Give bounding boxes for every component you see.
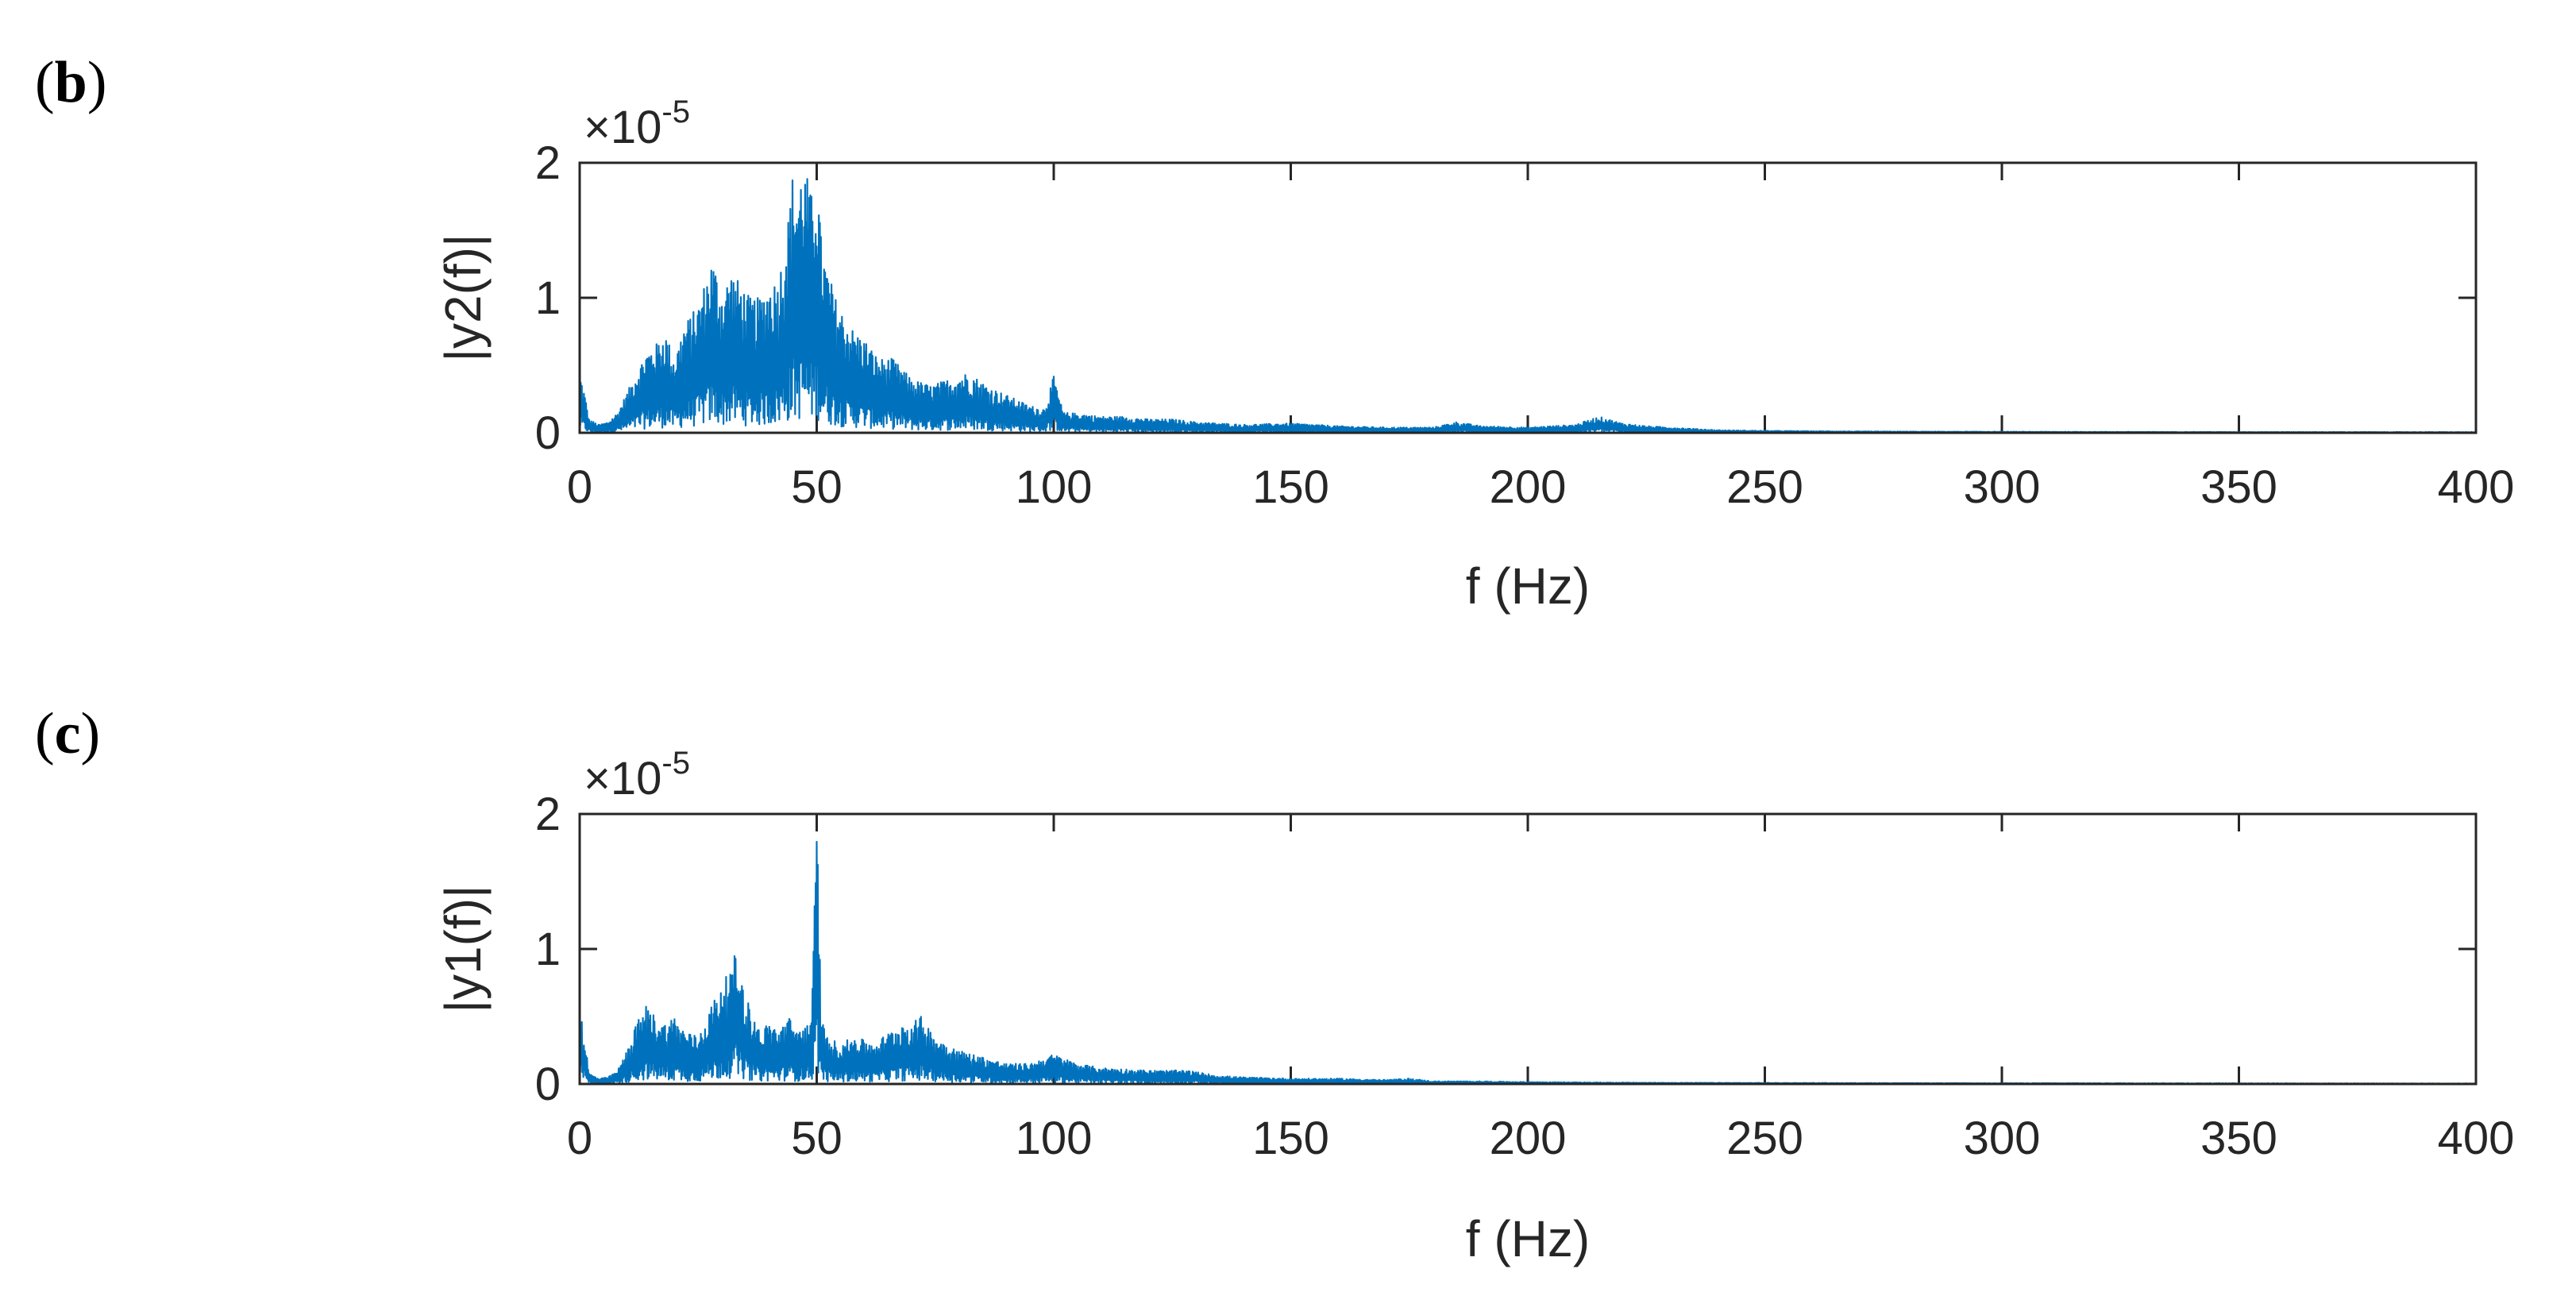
panel-c-label: (c) bbox=[35, 701, 100, 766]
panel-c-axes-frame bbox=[578, 812, 2478, 1086]
panel-b-xtick-label-50: 50 bbox=[791, 461, 843, 513]
panel-b-xtick-label-400: 400 bbox=[2438, 461, 2515, 513]
panel-b-xtick-label-0: 0 bbox=[567, 461, 592, 513]
panel-c-xtick-label-0: 0 bbox=[567, 1113, 592, 1164]
panel-b-xtick-label-200: 200 bbox=[1490, 461, 1567, 513]
panel-c-letter: c bbox=[55, 701, 81, 766]
panel-c-y-scale-base: ×10 bbox=[584, 753, 661, 804]
panel-c-xtick-label-300: 300 bbox=[1964, 1113, 2041, 1164]
panel-c-xtick-label-250: 250 bbox=[1726, 1113, 1803, 1164]
panel-b-xtick-label-300: 300 bbox=[1964, 461, 2041, 513]
panel-b-label: (b) bbox=[35, 50, 106, 115]
panel-b-ytick-label-0: 0 bbox=[535, 407, 561, 459]
panel-c-ytick-label-0: 0 bbox=[535, 1059, 561, 1110]
panel-b-xtick-label-350: 350 bbox=[2200, 461, 2277, 513]
panel-c-spectrum-line bbox=[578, 840, 2477, 1086]
panel-c-xtick-label-100: 100 bbox=[1016, 1113, 1093, 1164]
panel-c-xtick-label-200: 200 bbox=[1490, 1113, 1567, 1164]
panel-c-ytick-label-2: 2 bbox=[535, 789, 561, 840]
panel-b-letter: b bbox=[55, 50, 87, 115]
panel-b-xtick-label-250: 250 bbox=[1726, 461, 1803, 513]
panel-b-y-axis-label: |y2(f)| bbox=[434, 233, 492, 361]
panel-c: (c) ×10-5 0 50 100 150 200 250 300 350 400 0 1 2 |y… bbox=[35, 701, 2514, 1267]
panel-b-axes-frame bbox=[578, 161, 2478, 434]
panel-b-y-scale-base: ×10 bbox=[584, 102, 661, 153]
panel-b-spectrum-line bbox=[578, 178, 2477, 434]
panel-c-x-axis-label: f (Hz) bbox=[1466, 1210, 1590, 1267]
panel-c-xtick-label-50: 50 bbox=[791, 1113, 843, 1164]
panel-b-ytick-label-1: 1 bbox=[535, 272, 561, 324]
panel-b-y-scale-label: ×10-5 bbox=[584, 94, 690, 153]
panel-b-tick-labels: 0 50 100 150 200 250 300 350 400 0 1 2 bbox=[535, 137, 2515, 513]
panel-b-x-axis-label: f (Hz) bbox=[1466, 557, 1590, 615]
panel-c-xtick-label-150: 150 bbox=[1252, 1113, 1329, 1164]
panel-c-y-scale-label: ×10-5 bbox=[584, 746, 690, 804]
panel-b-y-scale-exponent: -5 bbox=[661, 94, 690, 129]
panel-b-ytick-label-2: 2 bbox=[535, 137, 561, 189]
panel-c-xtick-label-400: 400 bbox=[2438, 1113, 2515, 1164]
panel-c-ytick-label-1: 1 bbox=[535, 924, 561, 975]
panel-c-y-scale-exponent: -5 bbox=[661, 746, 690, 781]
panel-c-xtick-label-350: 350 bbox=[2200, 1113, 2277, 1164]
panel-c-tick-labels: 0 50 100 150 200 250 300 350 400 0 1 2 bbox=[535, 789, 2515, 1164]
panel-b-xtick-label-150: 150 bbox=[1252, 461, 1329, 513]
panel-b: (b) ×10-5 0 50 100 150 200 250 300 350 400 0 1 2 |y… bbox=[35, 50, 2514, 615]
panel-c-y-axis-label: |y1(f)| bbox=[434, 885, 492, 1012]
panel-b-xtick-label-100: 100 bbox=[1016, 461, 1093, 513]
